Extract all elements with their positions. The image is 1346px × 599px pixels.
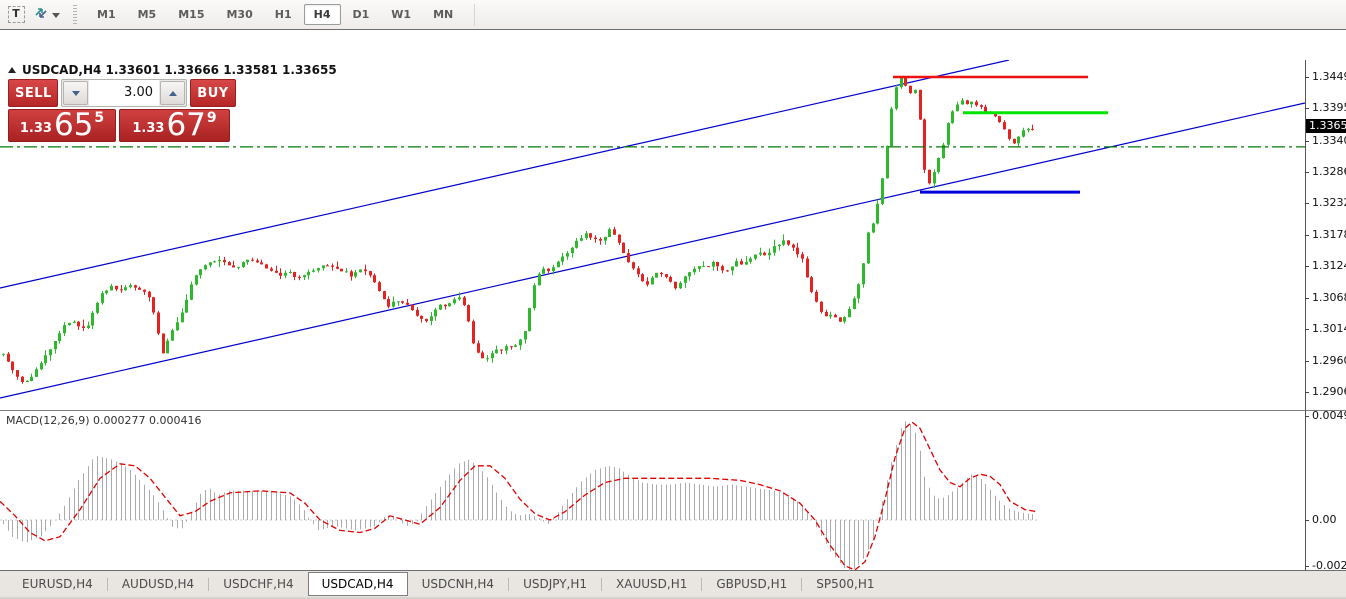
timeframe-button-h4[interactable]: H4 bbox=[303, 4, 341, 25]
chart-tab-bar: EURUSD,H4 AUDUSD,H4 USDCHF,H4 USDCAD,H4 USDC… bbox=[0, 571, 1346, 597]
tab-separator bbox=[106, 577, 108, 591]
price-axis-tick-mark bbox=[1305, 392, 1309, 393]
price-axis-tick-label: 1.32320 bbox=[1312, 196, 1346, 210]
price-axis-tick-mark bbox=[1305, 234, 1309, 236]
sell-price-sup: 5 bbox=[94, 110, 105, 126]
buy-price-sup: 9 bbox=[206, 110, 217, 126]
chart-tab-xauusd-h1[interactable]: XAUUSD,H1 bbox=[616, 577, 688, 591]
price-axis[interactable]: 1.33655 1.34495 1.33955 1.33400 1.32860 1.32… bbox=[1305, 60, 1346, 579]
timeframe-button-m1[interactable]: M1 bbox=[97, 8, 116, 21]
toolbar-separator bbox=[474, 3, 476, 26]
sell-price-prefix: 1.33 bbox=[19, 121, 52, 136]
arrow-up-icon bbox=[168, 87, 177, 96]
timeframe-button-group: M1 M5 M15 M30 H1 H4 D1 W1 MN bbox=[86, 4, 464, 25]
price-axis-tick-mark bbox=[1305, 140, 1309, 142]
toolbar: T M1 M5 M15 M30 H1 H4 D1 W1 MN bbox=[0, 0, 1346, 30]
timeframe-button-h1[interactable]: H1 bbox=[274, 8, 292, 21]
price-axis-tick-mark bbox=[1305, 108, 1309, 110]
price-axis-tick-mark bbox=[1305, 171, 1309, 173]
timeframe-button-m15[interactable]: M15 bbox=[178, 8, 205, 21]
price-axis-tick-label: 1.32860 bbox=[1312, 164, 1346, 178]
toolbar-grip[interactable] bbox=[73, 4, 77, 25]
chart-tab-sp500-h1[interactable]: SP500,H1 bbox=[816, 577, 875, 591]
macd-axis-tick-label: -0.00286 bbox=[1312, 559, 1346, 572]
volume-input[interactable]: 3.00 bbox=[89, 80, 159, 106]
sell-button[interactable]: SELL bbox=[8, 79, 58, 107]
timeframe-button-m5[interactable]: M5 bbox=[137, 8, 157, 21]
macd-axis-tick-mark bbox=[1305, 520, 1309, 521]
price-axis-tick-label: 1.34495 bbox=[1312, 70, 1346, 83]
tab-separator bbox=[601, 577, 603, 591]
volume-increase-button[interactable] bbox=[160, 81, 185, 105]
panel-splitter[interactable] bbox=[0, 410, 1346, 411]
timeframe-button-m30[interactable]: M30 bbox=[226, 8, 253, 21]
price-axis-tick-label: 1.29605 bbox=[1312, 353, 1346, 367]
one-click-trading-panel: SELL 3.00 BUY 1.33 65 5 1.33 67 9 bbox=[8, 79, 236, 142]
timeframe-button-w1[interactable]: W1 bbox=[391, 8, 412, 21]
chart-tab-usdjpy-h1[interactable]: USDJPY,H1 bbox=[523, 577, 588, 591]
chart-tab-gbpusd-h1[interactable]: GBPUSD,H1 bbox=[716, 577, 788, 591]
chart-tab-eurusd-h4[interactable]: EURUSD,H4 bbox=[22, 577, 93, 591]
buy-button[interactable]: BUY bbox=[190, 79, 236, 107]
chart-collapse-icon[interactable] bbox=[8, 63, 16, 73]
macd-axis-tick-label: 0.004995 bbox=[1312, 408, 1346, 422]
price-axis-tick-mark bbox=[1305, 298, 1309, 299]
macd-axis-tick-label: 0.00 bbox=[1312, 513, 1337, 526]
price-axis-tick-label: 1.31780 bbox=[1312, 227, 1346, 241]
volume-stepper: 3.00 bbox=[61, 79, 187, 107]
chart-window: USDCAD,H4 1.33601 1.33666 1.33581 1.3365… bbox=[0, 29, 1346, 599]
text-label-tool-icon: T bbox=[7, 6, 25, 23]
tab-separator bbox=[208, 577, 210, 591]
macd-indicator-label: MACD(12,26,9) 0.000277 0.000416 bbox=[6, 414, 202, 427]
timeframe-button-mn[interactable]: MN bbox=[433, 8, 454, 21]
macd-histogram bbox=[3, 421, 1033, 572]
price-chart-canvas[interactable] bbox=[0, 60, 1305, 410]
chart-title-text: USDCAD,H4 1.33601 1.33666 1.33581 1.3365… bbox=[22, 63, 337, 77]
current-price-badge: 1.33655 bbox=[1306, 118, 1346, 133]
chart-title: USDCAD,H4 1.33601 1.33666 1.33581 1.3365… bbox=[8, 63, 337, 77]
chart-tab-usdchf-h4[interactable]: USDCHF,H4 bbox=[223, 577, 294, 591]
macd-axis-tick-mark bbox=[1305, 415, 1309, 417]
window-bottom-edge bbox=[0, 597, 1346, 599]
price-axis-tick-label: 1.33400 bbox=[1312, 133, 1346, 147]
text-label-tool-button[interactable]: T bbox=[4, 3, 28, 27]
buy-price-big: 67 bbox=[166, 107, 206, 143]
macd-axis-tick-mark bbox=[1305, 566, 1309, 567]
price-axis-tick-mark bbox=[1305, 265, 1309, 267]
channel-upper[interactable] bbox=[0, 60, 1010, 289]
price-axis-border bbox=[1305, 60, 1306, 579]
tab-separator bbox=[701, 577, 703, 591]
price-axis-tick-label: 1.33955 bbox=[1312, 101, 1346, 115]
buy-price-prefix: 1.33 bbox=[132, 121, 165, 136]
price-axis-tick-label: 1.30685 bbox=[1312, 291, 1346, 304]
volume-decrease-button[interactable] bbox=[63, 81, 88, 105]
timeframe-button-d1[interactable]: D1 bbox=[352, 8, 370, 21]
price-axis-tick-mark bbox=[1305, 360, 1309, 362]
tab-separator bbox=[508, 577, 510, 591]
tab-separator bbox=[801, 577, 803, 591]
buy-price-display[interactable]: 1.33 67 9 bbox=[119, 109, 230, 142]
chart-tab-usdcnh-h4[interactable]: USDCNH,H4 bbox=[421, 577, 495, 591]
price-axis-tick-label: 1.31240 bbox=[1312, 258, 1346, 272]
macd-indicator-canvas[interactable] bbox=[0, 411, 1305, 579]
arrange-arrows-icon bbox=[33, 5, 49, 25]
price-axis-tick-mark bbox=[1305, 77, 1309, 78]
arrow-down-icon bbox=[71, 90, 80, 100]
chart-tab-usdcad-h4[interactable]: USDCAD,H4 bbox=[307, 572, 408, 596]
price-axis-tick-mark bbox=[1305, 329, 1309, 331]
price-axis-tick-label: 1.30145 bbox=[1312, 322, 1346, 336]
arrange-charts-button[interactable] bbox=[32, 3, 61, 27]
channel-lower[interactable] bbox=[0, 102, 1305, 399]
dropdown-caret-icon bbox=[52, 13, 60, 22]
sell-price-display[interactable]: 1.33 65 5 bbox=[8, 109, 116, 142]
sell-price-big: 65 bbox=[53, 107, 94, 143]
price-axis-tick-label: 1.29065 bbox=[1312, 385, 1346, 398]
chart-tab-audusd-h4[interactable]: AUDUSD,H4 bbox=[121, 577, 195, 591]
price-axis-tick-mark bbox=[1305, 203, 1309, 205]
macd-signal-line bbox=[0, 421, 1038, 571]
